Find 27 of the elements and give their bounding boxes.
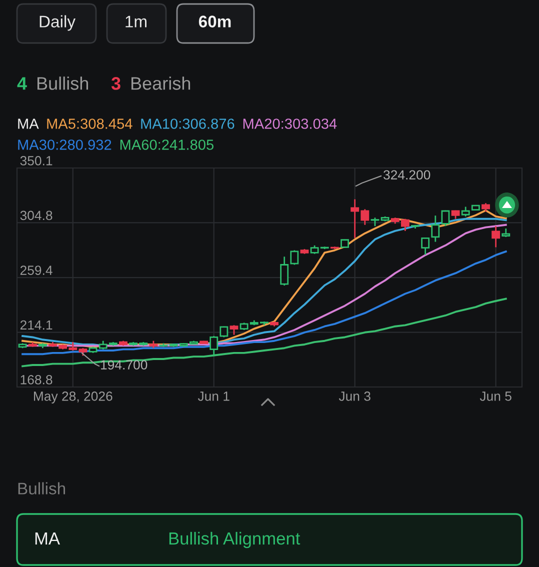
legend-title: MA bbox=[18, 118, 39, 129]
text: MA5:308.454 bbox=[47, 118, 132, 129]
text: 3 bbox=[111, 77, 120, 90]
text: MA bbox=[35, 532, 60, 544]
text: MA60:241.805 bbox=[120, 140, 214, 150]
text: MA30:280.932 bbox=[18, 140, 112, 150]
text: Bullish Alignment bbox=[169, 532, 300, 548]
y-tick-label: 350.1 bbox=[20, 156, 52, 166]
annotation: 324.200 bbox=[384, 170, 430, 180]
text: MA10:306.876 bbox=[141, 118, 234, 129]
text: Daily bbox=[40, 15, 76, 31]
y-tick-label: 304.8 bbox=[20, 210, 52, 220]
y-tick-label: 259.4 bbox=[20, 266, 52, 275]
y-tick-label: 214.1 bbox=[20, 320, 52, 330]
x-tick-label: Jun 5 bbox=[480, 392, 512, 401]
text: 60m bbox=[198, 16, 231, 28]
text: 1m bbox=[126, 16, 146, 28]
text: 4 bbox=[17, 77, 27, 90]
text: Bullish bbox=[37, 76, 88, 90]
y-tick-label: 168.8 bbox=[20, 375, 52, 384]
x-tick-label: Jun 3 bbox=[338, 392, 370, 401]
annotation: 194.700 bbox=[101, 360, 148, 370]
text: MA20:303.034 bbox=[243, 118, 337, 129]
x-tick-label: May 28, 2026 bbox=[34, 392, 112, 404]
text: Bullish bbox=[18, 482, 66, 494]
text: Bearish bbox=[131, 76, 190, 90]
x-tick-label: Jun 1 bbox=[198, 392, 230, 401]
